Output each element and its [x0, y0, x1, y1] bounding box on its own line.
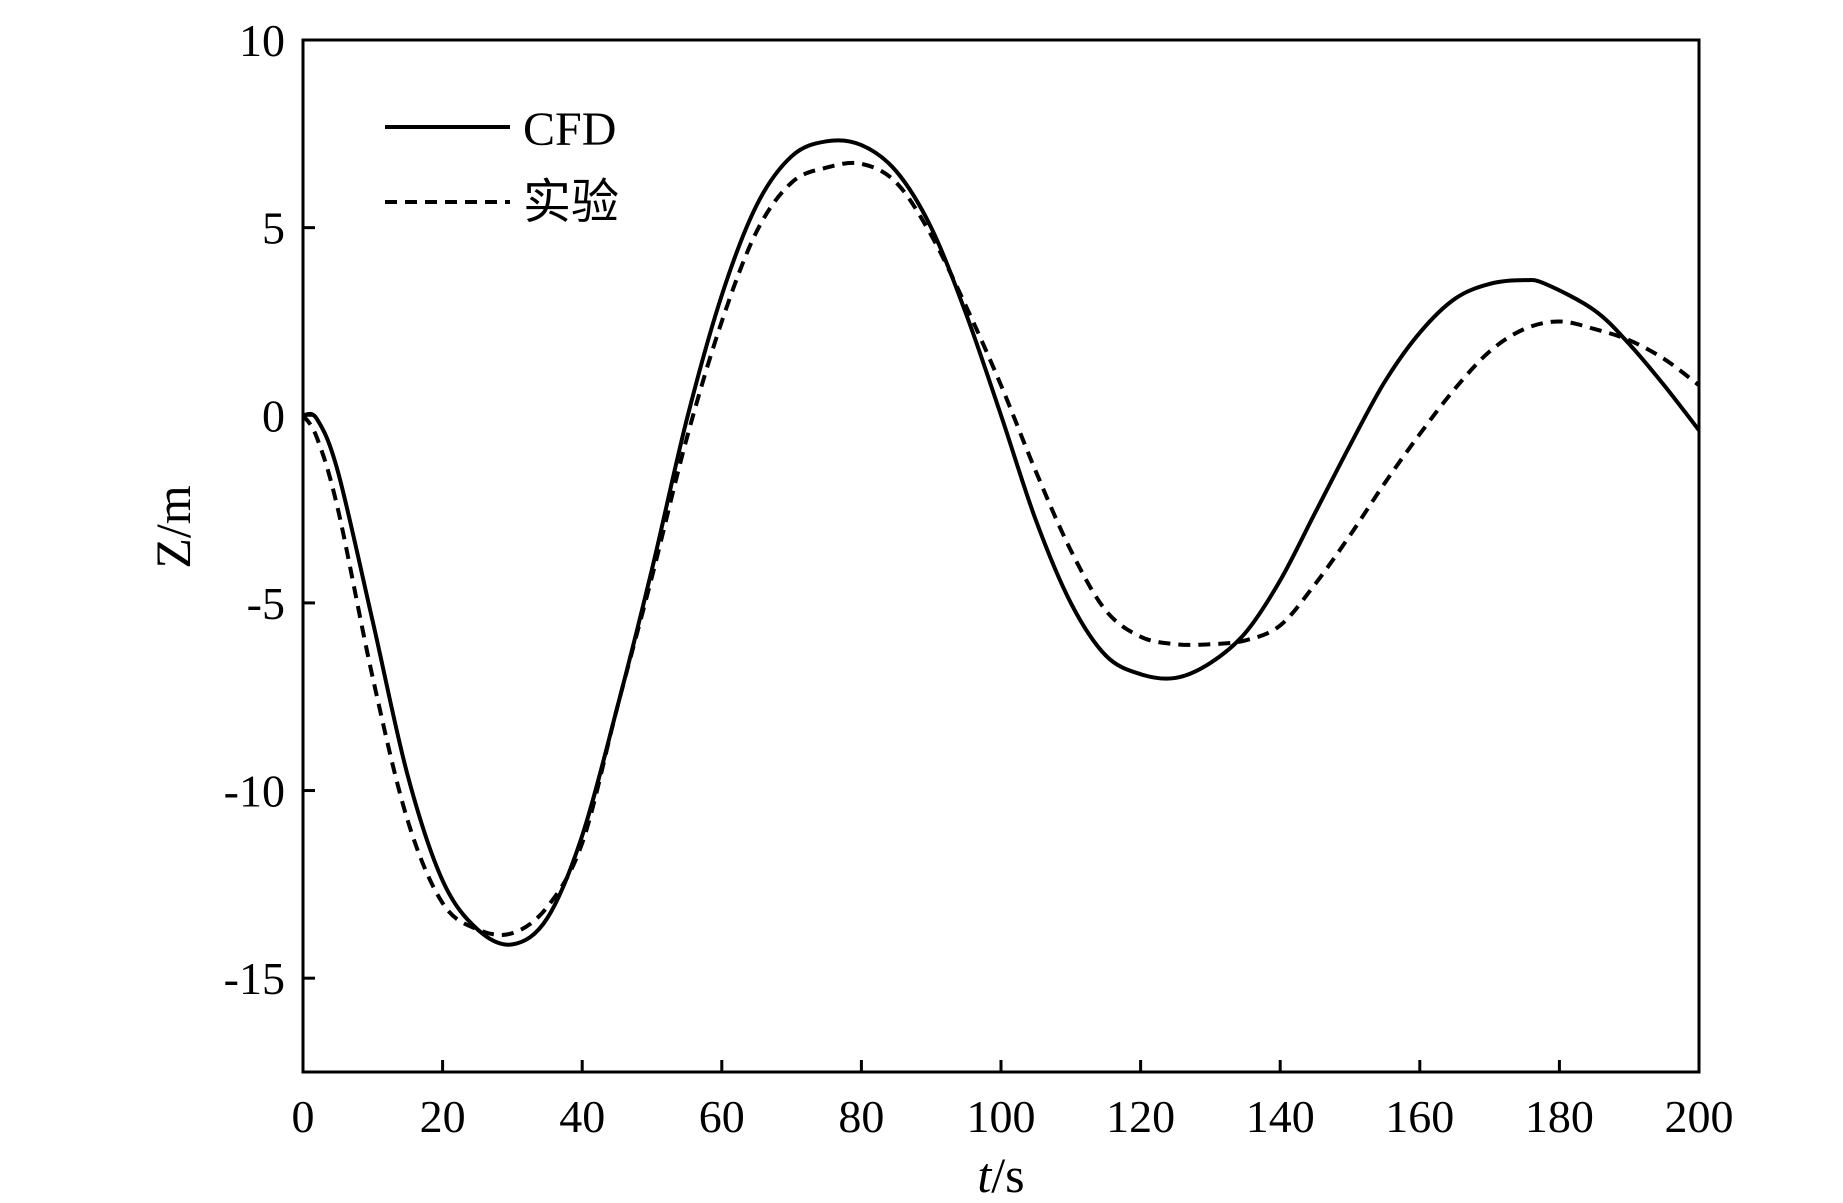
- y-tick-label: -10: [224, 766, 285, 817]
- x-tick-label: 100: [967, 1091, 1036, 1142]
- x-tick-label: 40: [559, 1091, 605, 1142]
- y-tick-label: -5: [247, 578, 285, 629]
- plot-frame: [301, 38, 1701, 1074]
- y-tick-label: 10: [239, 15, 285, 66]
- x-axis-ticks: 0 20 40 60 80 100 120 140 160 180 200: [292, 1060, 1734, 1142]
- y-axis-title: Z/m: [145, 485, 201, 568]
- series-line-experiment: [301, 160, 1701, 937]
- x-tick-label: 120: [1106, 1091, 1175, 1142]
- x-axis-title-unit: /s: [991, 1147, 1024, 1203]
- x-tick-label: 160: [1385, 1091, 1454, 1142]
- x-axis-title: t/s: [977, 1147, 1024, 1203]
- x-axis-title-var: t: [977, 1147, 992, 1203]
- x-tick-label: 0: [292, 1091, 315, 1142]
- series-line-cfd: [302, 138, 1701, 947]
- y-tick-label: 5: [262, 203, 285, 254]
- y-tick-label: -15: [224, 953, 285, 1004]
- x-tick-label: 80: [838, 1091, 884, 1142]
- x-tick-label: 140: [1246, 1091, 1315, 1142]
- y-tick-label: 0: [262, 390, 285, 441]
- x-tick-label: 180: [1525, 1091, 1594, 1142]
- y-axis-ticks: 10 5 0 -5 -10 -15: [224, 15, 315, 1004]
- legend: CFD 实验: [385, 103, 619, 229]
- x-tick-label: 60: [699, 1091, 745, 1142]
- x-tick-label: 20: [420, 1091, 466, 1142]
- legend-label-experiment: 实验: [523, 176, 619, 229]
- x-tick-label: 200: [1665, 1091, 1734, 1142]
- legend-label-cfd: CFD: [523, 103, 616, 156]
- series-layer: [301, 138, 1701, 947]
